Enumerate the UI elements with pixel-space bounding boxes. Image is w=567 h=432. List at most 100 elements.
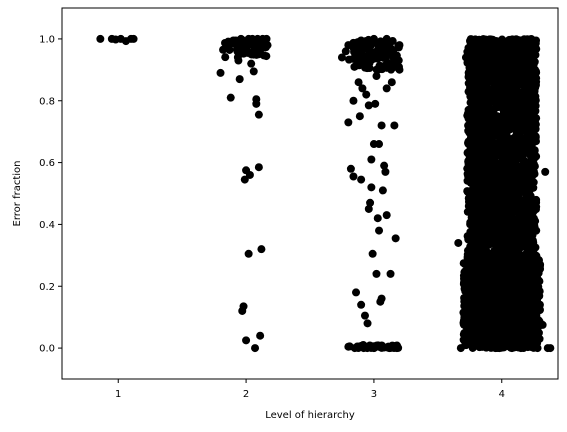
data-point-level-4 (515, 123, 524, 132)
data-point-level-4 (472, 299, 481, 308)
data-point-level-4 (517, 236, 526, 245)
data-point-level-2 (243, 48, 252, 57)
data-point-level-4 (509, 252, 518, 261)
data-point-level-4 (521, 79, 530, 88)
data-point-level-2 (256, 331, 265, 340)
data-point-level-4 (512, 94, 521, 103)
data-point-level-4 (491, 157, 500, 166)
data-point-level-4 (468, 272, 477, 281)
data-point-level-4 (532, 195, 541, 204)
data-point-level-2 (225, 45, 234, 54)
data-point-level-3 (377, 294, 386, 303)
data-point-level-4 (531, 120, 540, 129)
data-point-level-4 (503, 173, 512, 182)
data-point-level-3 (381, 167, 390, 176)
data-point-level-3 (357, 175, 366, 184)
data-point-level-4 (476, 279, 485, 288)
data-point-level-4 (494, 234, 503, 243)
data-point-level-4 (474, 323, 483, 332)
data-point-level-4 (477, 164, 486, 173)
data-point-level-4 (514, 292, 523, 301)
x-tick-label: 2 (243, 389, 249, 400)
data-point-level-4 (467, 196, 476, 205)
data-point-level-4 (501, 309, 510, 318)
data-point-level-4 (533, 271, 541, 280)
data-point-level-4 (497, 227, 506, 236)
data-point-level-4 (532, 137, 540, 146)
data-point-level-4 (492, 120, 501, 129)
data-point-level-3 (367, 183, 376, 192)
data-point-level-4 (500, 167, 509, 176)
data-point-level-4 (527, 204, 536, 213)
data-point-level-3 (344, 118, 353, 127)
data-point-level-4 (529, 70, 538, 79)
data-point-level-4 (473, 260, 482, 269)
data-point-level-2 (252, 99, 261, 108)
data-point-level-3 (364, 204, 373, 213)
data-point-level-4 (525, 305, 534, 314)
data-point-level-2 (255, 46, 264, 55)
data-point-level-2 (262, 52, 271, 61)
data-point-level-4 (488, 52, 497, 61)
data-point-level-3 (358, 341, 367, 350)
data-point-level-4 (525, 227, 534, 236)
data-point-level-2 (244, 249, 253, 258)
data-point-level-4 (513, 57, 522, 66)
data-point-level-2 (253, 34, 262, 43)
data-point-level-3 (389, 341, 398, 350)
data-point-level-4 (495, 181, 504, 190)
data-point-level-4 (482, 263, 491, 272)
y-tick-label: 0.2 (39, 282, 55, 293)
data-point-level-3 (367, 40, 376, 49)
data-point-level-4 (464, 87, 473, 96)
data-point-level-4 (490, 112, 499, 121)
y-axis-label: Error fraction (12, 161, 23, 227)
y-tick-label: 0.0 (39, 344, 55, 355)
data-point-level-4 (481, 286, 490, 295)
data-point-level-4 (466, 46, 475, 55)
data-point-level-4 (498, 291, 507, 300)
data-point-level-4 (479, 66, 488, 75)
data-point-level-4 (524, 274, 533, 283)
y-tick-label: 0.8 (39, 96, 55, 107)
data-point-level-4 (508, 160, 517, 169)
data-point-level-4 (482, 240, 491, 249)
data-point-level-3 (366, 198, 375, 207)
x-axis-label: Level of hierarchy (265, 410, 355, 421)
data-point-level-2 (233, 53, 242, 62)
data-point-level-3 (384, 39, 392, 48)
data-point-level-4 (534, 328, 543, 337)
data-point-level-3 (354, 42, 363, 51)
data-point-level-4 (495, 173, 504, 182)
data-point-level-4 (479, 60, 488, 69)
data-point-level-3 (380, 343, 389, 352)
data-point-level-4 (521, 92, 530, 101)
data-point-level-4 (510, 343, 519, 352)
data-point-level-4 (466, 128, 475, 137)
data-point-level-4 (505, 327, 514, 336)
y-tick-label: 0.4 (39, 220, 55, 231)
data-point-level-3 (364, 101, 373, 110)
data-point-level-3 (349, 96, 358, 105)
data-point-level-2 (239, 302, 248, 311)
data-point-level-3 (377, 121, 386, 130)
data-point-level-4 (491, 316, 500, 325)
data-point-level-4 (484, 45, 493, 54)
x-tick-label: 1 (115, 389, 121, 400)
data-point-level-2 (226, 93, 235, 102)
data-point-level-3 (353, 51, 362, 60)
data-point-level-4 (487, 203, 496, 212)
data-point-level-4 (475, 181, 484, 190)
data-point-level-3 (375, 140, 384, 149)
data-point-level-4 (521, 338, 530, 347)
data-point-level-3 (372, 72, 381, 81)
data-point-level-4 (502, 251, 511, 260)
data-point-level-4 (470, 244, 479, 253)
data-point-level-4 (522, 288, 531, 297)
plot-frame (61, 7, 559, 380)
data-point-level-3 (362, 90, 371, 99)
data-point-level-4 (502, 42, 511, 51)
data-point-level-3 (346, 164, 355, 173)
data-point-level-4 (484, 160, 493, 169)
data-point-level-4 (517, 69, 526, 78)
